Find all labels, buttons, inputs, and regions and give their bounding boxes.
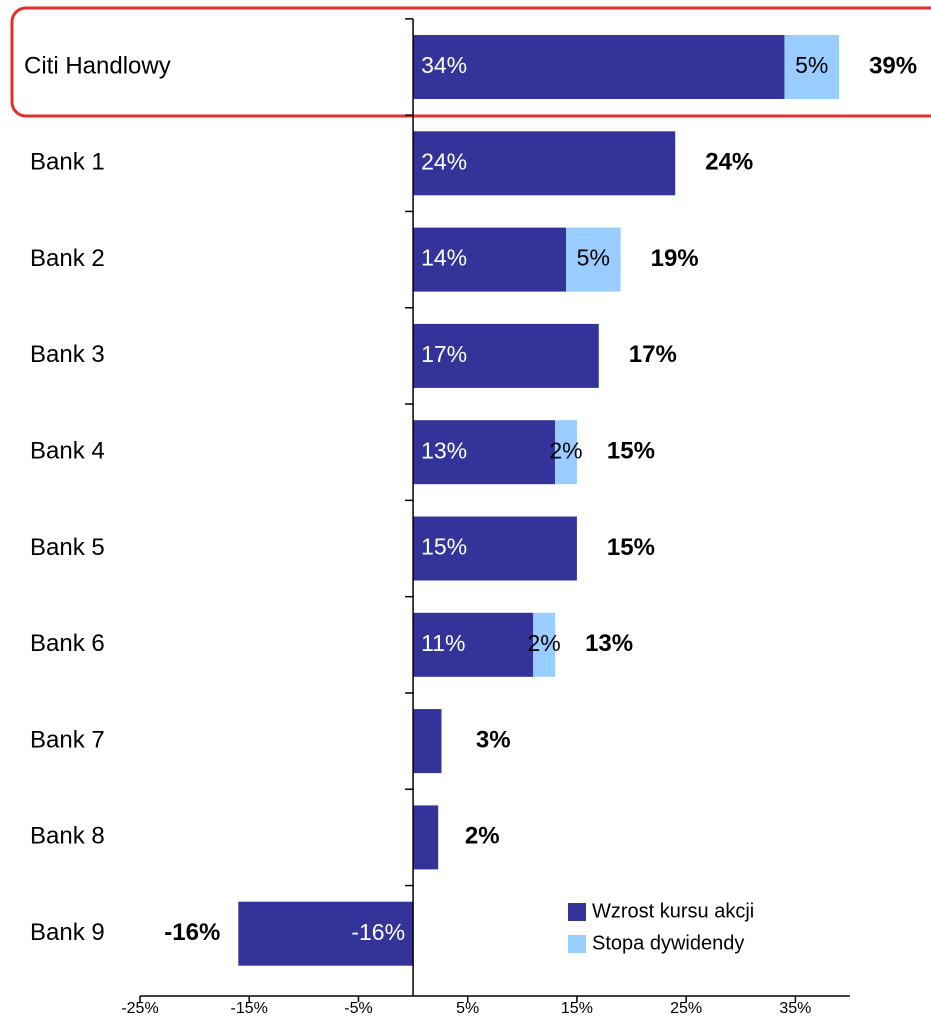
x-tick-label: 5%: [456, 1000, 479, 1017]
segment-label: 5%: [577, 245, 610, 271]
category-label: Bank 8: [30, 823, 105, 850]
total-label: -16%: [164, 919, 220, 946]
category-label: Bank 7: [30, 726, 105, 753]
x-tick-label: -5%: [344, 1000, 372, 1017]
legend-label: Wzrost kursu akcji: [592, 900, 754, 922]
bar-segment: [413, 709, 442, 774]
segment-label: 13%: [421, 437, 467, 463]
total-label: 39%: [869, 52, 917, 79]
segment-label: 15%: [421, 534, 467, 560]
highlight-box: [10, 6, 931, 118]
segment-label: 24%: [421, 148, 467, 174]
segment-label: -16%: [351, 919, 405, 945]
total-label: 24%: [705, 149, 753, 176]
category-label: Bank 6: [30, 630, 105, 657]
x-tick-label: 15%: [561, 1000, 593, 1017]
legend-label: Stopa dywidendy: [592, 932, 744, 954]
x-tick-label: -15%: [231, 1000, 268, 1017]
category-label: Bank 5: [30, 534, 105, 561]
bar-segment: [533, 612, 556, 677]
segment-label: 5%: [795, 52, 828, 78]
bar-segment: [413, 35, 785, 99]
bar-segment: [413, 805, 439, 870]
bar-segment: [238, 901, 414, 966]
bar-segment: [413, 420, 556, 485]
bar-segment: [566, 227, 621, 292]
bar-segment: [784, 35, 840, 99]
category-label: Bank 1: [30, 149, 105, 176]
segment-label: 2%: [549, 437, 582, 463]
total-label: 15%: [607, 534, 655, 561]
category-label: Bank 3: [30, 341, 105, 368]
total-label: 15%: [607, 438, 655, 465]
segment-label: 34%: [421, 52, 467, 78]
segment-label: 14%: [421, 245, 467, 271]
bar-segment: [413, 516, 577, 581]
segment-label: 2%: [528, 630, 561, 656]
x-tick-label: -25%: [121, 1000, 158, 1017]
category-label: Citi Handlowy: [24, 52, 171, 79]
total-label: 3%: [476, 726, 511, 753]
category-label: Bank 4: [30, 438, 105, 465]
legend-swatch: [568, 935, 586, 953]
bar-segment: [413, 323, 599, 388]
segment-label: 17%: [421, 341, 467, 367]
total-label: 2%: [465, 823, 500, 850]
legend-swatch: [568, 903, 586, 921]
bar-segment: [413, 227, 566, 292]
bar-segment: [413, 612, 534, 677]
bar-segment: [555, 420, 577, 485]
total-label: 13%: [585, 630, 633, 657]
total-label: 19%: [651, 245, 699, 272]
bar-segment: [413, 131, 676, 196]
category-label: Bank 9: [30, 919, 105, 946]
category-label: Bank 2: [30, 245, 105, 272]
total-label: 17%: [629, 341, 677, 368]
segment-label: 11%: [421, 630, 465, 656]
x-tick-label: 25%: [670, 1000, 702, 1017]
x-tick-label: 35%: [779, 1000, 811, 1017]
